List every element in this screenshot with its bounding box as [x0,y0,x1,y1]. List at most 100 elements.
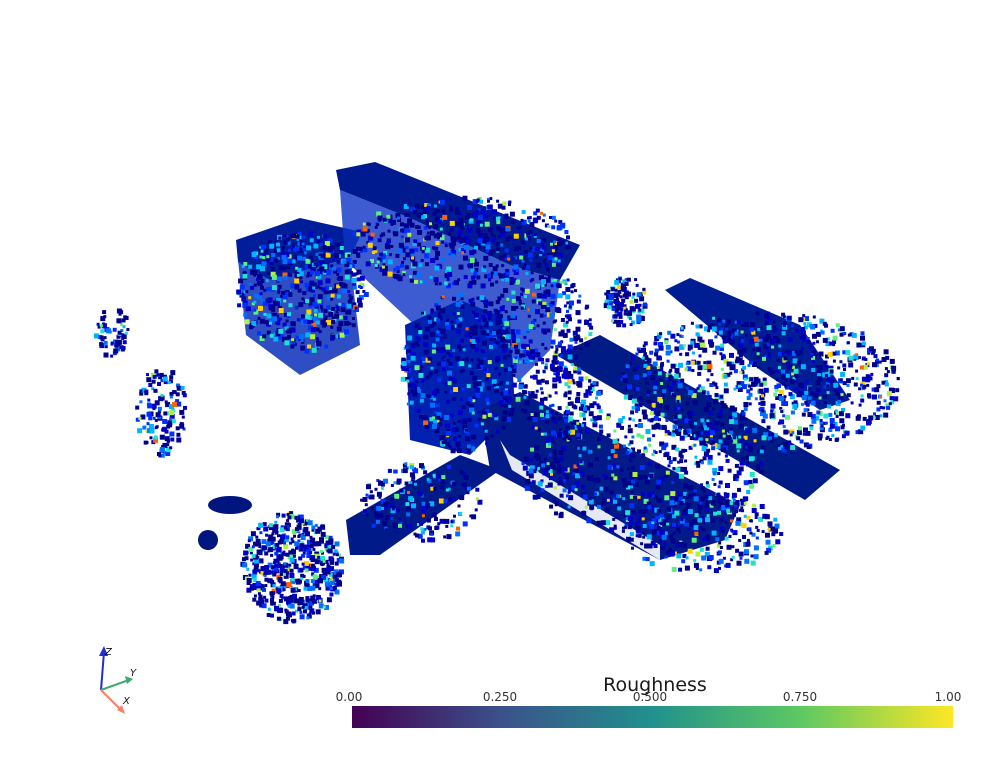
point [422,359,426,363]
point [759,406,765,412]
point [285,237,290,242]
point [534,255,538,259]
point [717,550,722,555]
point [305,299,310,304]
point [181,415,185,419]
point [487,412,492,417]
point [284,252,290,258]
point [622,497,626,501]
point [554,307,560,313]
point [308,304,312,308]
scalar-colorbar[interactable] [352,706,953,728]
point [301,245,307,251]
point [497,331,503,337]
point [773,392,778,397]
point [763,387,769,393]
point [142,425,147,430]
point [744,445,748,449]
point [681,448,686,453]
point [563,367,568,372]
point [301,553,306,558]
point [256,600,262,606]
point [634,278,638,282]
point [631,546,634,550]
point [424,424,429,429]
point [804,390,809,395]
point [668,431,673,436]
point [477,245,481,249]
point [843,332,847,335]
point [627,428,633,434]
point [797,391,802,396]
point [320,555,326,561]
point [338,321,344,327]
point [730,558,734,562]
point [333,574,338,579]
point [266,578,271,583]
point [708,428,712,432]
point [498,234,502,238]
point [855,369,859,373]
point [736,320,741,324]
point [305,258,311,264]
point [530,320,535,325]
point [697,365,703,371]
point [732,412,738,418]
point [317,274,322,279]
point [484,221,490,227]
point [596,415,602,421]
point [467,263,471,267]
point [490,271,494,275]
point [463,244,469,250]
point [726,435,732,440]
point [362,226,368,232]
point [511,339,516,343]
point [777,421,781,425]
point [613,293,619,299]
point [347,257,352,262]
point [673,373,679,379]
point [691,537,697,543]
point [294,307,298,310]
point [282,336,287,342]
point [693,559,697,563]
point [297,607,302,612]
point [316,236,320,239]
point [465,327,469,331]
point [687,433,691,437]
point [282,272,288,278]
point [441,367,446,372]
point [468,364,472,368]
point [544,223,549,228]
point [493,340,497,344]
point [148,424,154,429]
point [528,216,532,220]
point [365,261,371,267]
point [534,348,539,353]
point [697,518,702,523]
point [252,578,257,582]
point [448,197,452,201]
point [710,373,714,377]
point [670,333,676,339]
point [706,514,710,518]
point [663,453,668,458]
point [466,444,471,449]
point [712,407,716,411]
point [339,282,344,286]
point [641,517,645,521]
point [283,562,287,566]
point [497,296,502,301]
point [445,322,450,326]
point [157,452,161,456]
point [839,418,845,424]
point [267,538,272,543]
point [306,602,310,607]
point [740,338,745,343]
point [718,502,724,508]
point [523,395,527,399]
point [297,267,302,272]
point [279,527,285,533]
